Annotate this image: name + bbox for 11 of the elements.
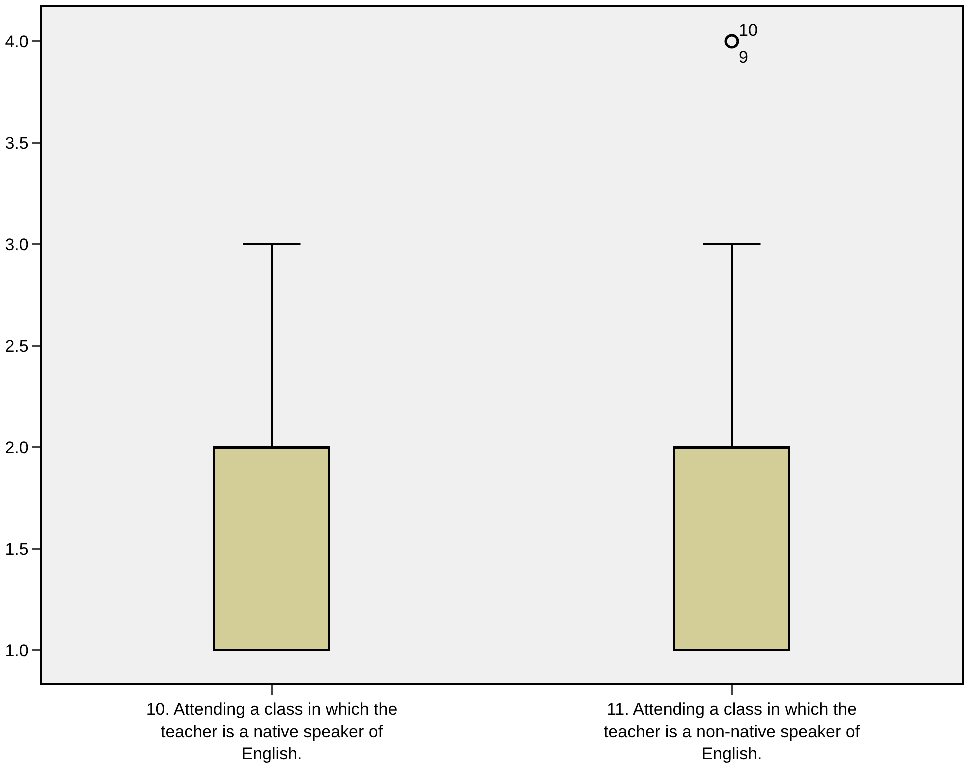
annotation: 9 [739,48,748,67]
annotation: 10 [739,21,758,40]
y-tick-label: 3.0 [5,235,29,254]
y-tick-label: 3.5 [5,134,29,153]
y-tick-label: 2.5 [5,336,29,356]
x-tick-label: 11. Attending a class in which the teacher is a non-native speaker of English. [604,700,860,764]
y-tick-label: 1.5 [5,540,29,559]
y-tick-label: 1.0 [5,641,29,660]
y-tick-label: 2.0 [5,438,29,458]
x-tick-label: 10. Attending a class in which the teacher is a native speaker of English. [146,700,398,764]
y-tick-label: 4.0 [5,32,29,52]
